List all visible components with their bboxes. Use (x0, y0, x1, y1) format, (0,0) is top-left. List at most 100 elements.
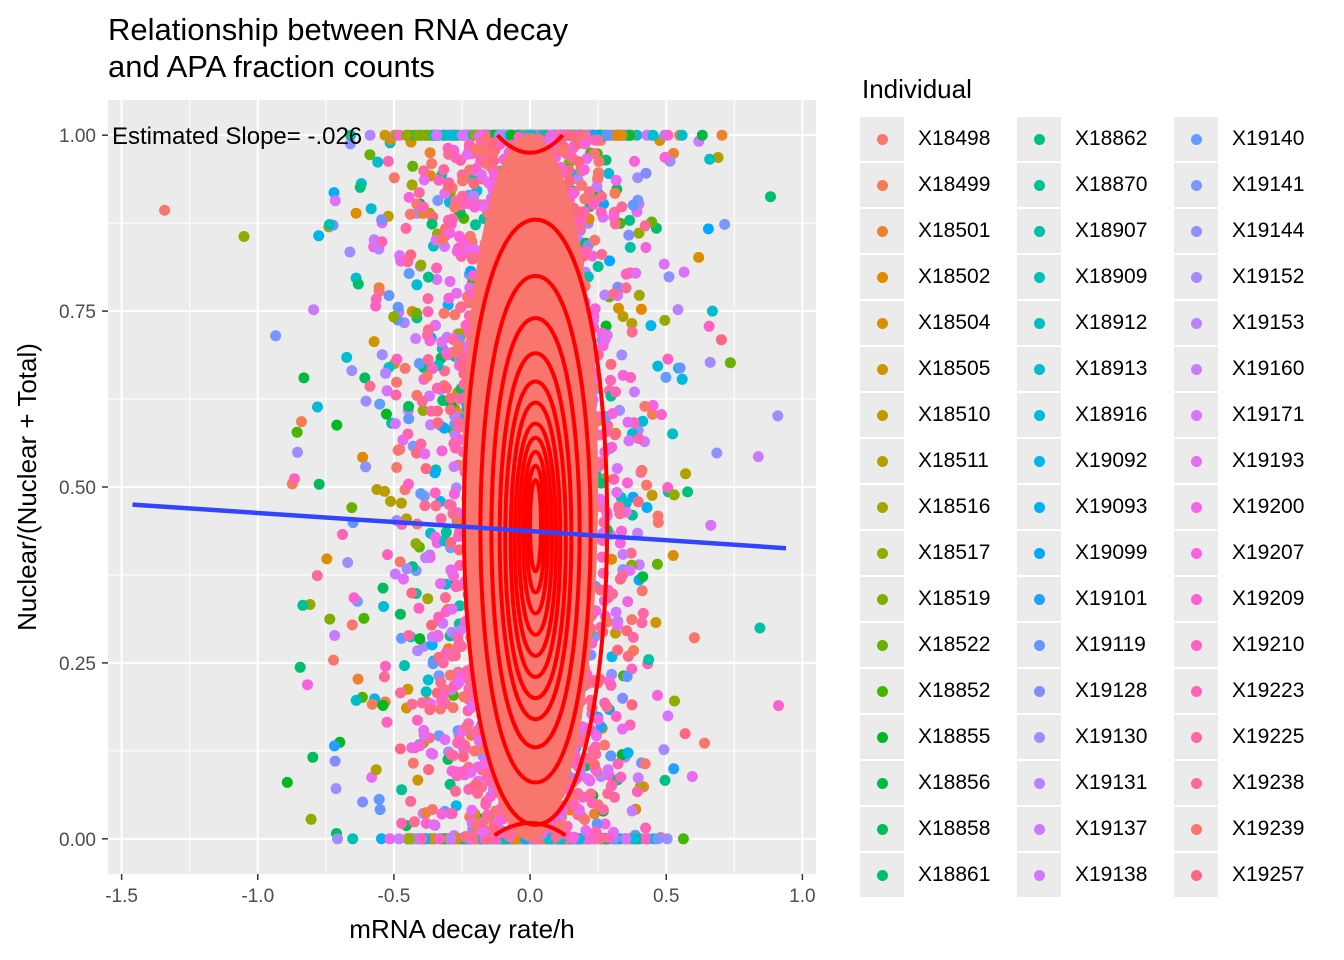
scatter-point (678, 266, 690, 278)
scatter-point (431, 129, 443, 141)
scatter-point (610, 386, 621, 398)
scatter-point (344, 246, 356, 258)
scatter-point (772, 410, 784, 422)
legend-swatch-icon (1191, 226, 1202, 237)
legend-key (1017, 715, 1061, 759)
scatter-point (440, 382, 452, 394)
legend-label: X19171 (1232, 403, 1305, 426)
scatter-point (626, 805, 638, 817)
scatter-point (711, 447, 723, 459)
scatter-point (427, 363, 438, 375)
scatter-point (470, 143, 482, 155)
scatter-point (420, 463, 432, 475)
scatter-point (680, 468, 692, 480)
scatter-point (637, 415, 649, 427)
scatter-point (401, 563, 413, 575)
density-contour (503, 379, 568, 701)
scatter-point (616, 201, 628, 213)
scatter-point (682, 486, 694, 498)
scatter-point (444, 276, 456, 287)
scatter-point (428, 819, 440, 831)
scatter-point (297, 599, 309, 611)
legend-key (1174, 347, 1218, 391)
scatter-point (658, 258, 670, 270)
scatter-point (622, 596, 634, 608)
scatter-point (294, 661, 306, 673)
scatter-point (423, 764, 435, 776)
scatter-point (384, 833, 396, 845)
scatter-point (652, 689, 663, 701)
scatter-point (430, 500, 442, 512)
legend-key (860, 301, 904, 345)
scatter-point (405, 795, 417, 807)
scatter-point (641, 479, 653, 491)
scatter-point (389, 418, 401, 430)
legend-label: X19200 (1232, 495, 1305, 518)
legend-label: X19138 (1075, 863, 1148, 886)
scatter-point (426, 639, 438, 651)
scatter-point (636, 464, 648, 476)
scatter-point (432, 417, 444, 429)
scatter-point (372, 156, 384, 168)
legend-label: X18519 (918, 587, 991, 610)
scatter-point (589, 234, 601, 246)
scatter-point (626, 326, 638, 338)
scatter-point (313, 478, 325, 490)
legend-key (1017, 853, 1061, 897)
scatter-point (643, 654, 655, 666)
legend-swatch-icon (1034, 594, 1045, 605)
scatter-point (612, 758, 624, 770)
scatter-point (433, 611, 445, 623)
legend-item: X18499 (860, 162, 1016, 208)
legend-item: X19131 (1017, 760, 1173, 806)
legend-label: X18516 (918, 495, 991, 518)
legend-key (1017, 439, 1061, 483)
scatter-point (589, 303, 601, 315)
scatter-point (378, 671, 390, 683)
scatter-point (622, 416, 634, 428)
x-tick-label: 0.0 (517, 886, 543, 907)
scatter-point (688, 632, 700, 644)
scatter-point (440, 526, 452, 538)
legend-label: X18852 (918, 679, 991, 702)
scatter-point (388, 311, 400, 323)
legend-item: X18856 (860, 760, 1016, 806)
legend-label: X19225 (1232, 725, 1305, 748)
legend-label: X19257 (1232, 863, 1305, 886)
legend-key (860, 807, 904, 851)
legend-item: X19130 (1017, 714, 1173, 760)
legend-swatch-icon (1191, 870, 1202, 881)
density-contour (528, 477, 543, 574)
legend-label: X19209 (1232, 587, 1305, 610)
scatter-point (422, 271, 434, 283)
scatter-point (403, 268, 415, 279)
scatter-point (458, 691, 470, 703)
scatter-point (374, 804, 386, 816)
scatter-point (468, 178, 480, 189)
scatter-point (580, 824, 592, 836)
legend-key (1017, 347, 1061, 391)
scatter-point (391, 353, 403, 365)
legend-key (860, 485, 904, 529)
legend-label: X19239 (1232, 817, 1305, 840)
scatter-point (621, 671, 633, 683)
scatter-point (453, 677, 465, 688)
scatter-point (624, 241, 636, 253)
legend-item: X19137 (1017, 806, 1173, 852)
scatter-point (420, 686, 432, 698)
scatter-point (411, 447, 423, 459)
scatter-point (613, 302, 624, 314)
scatter-point (576, 179, 588, 191)
scatter-point (606, 553, 618, 565)
scatter-point (436, 808, 448, 820)
scatter-point (626, 699, 638, 711)
scatter-point (676, 373, 688, 385)
scatter-point (595, 206, 607, 218)
legend-swatch-icon (877, 456, 888, 467)
legend-key (860, 715, 904, 759)
scatter-point (364, 129, 376, 141)
scatter-point (557, 144, 569, 156)
scatter-point (586, 797, 598, 809)
scatter-point (328, 654, 339, 666)
scatter-point (468, 243, 480, 255)
